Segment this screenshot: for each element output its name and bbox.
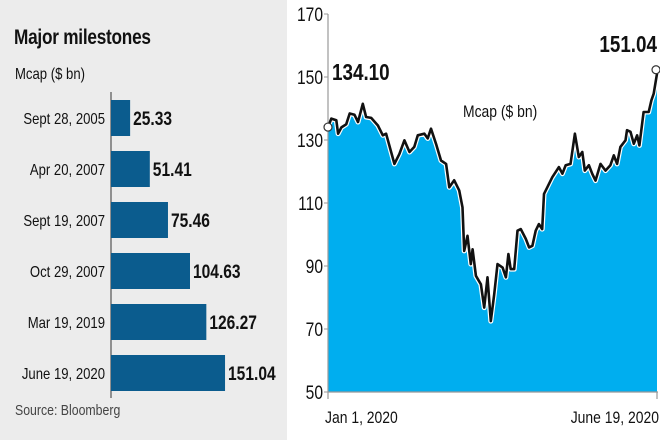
bar (111, 202, 168, 238)
x-tick-label: Jan 1, 2020 (325, 409, 398, 428)
y-tick-label: 50 (306, 382, 323, 404)
mcap-line (326, 73, 659, 323)
bar (111, 100, 131, 136)
bar (111, 355, 226, 391)
bar (111, 253, 190, 289)
source-note: Source: Bloomberg (15, 402, 121, 419)
x-tick-label: June 19, 2020 (571, 409, 660, 428)
y-tick-label: 90 (306, 256, 323, 278)
end-value-annotation: 151.04 (599, 32, 657, 57)
y-tick-label: 150 (297, 67, 323, 89)
y-tick-label: 110 (298, 193, 323, 215)
bar-category-label: Oct 29, 2007 (30, 264, 105, 281)
bar (111, 304, 207, 340)
line-halo (325, 73, 660, 324)
series-label: Mcap ($ bn) (463, 103, 537, 122)
milestones-panel: Major milestones Mcap ($ bn) Sept 28, 20… (0, 0, 287, 440)
chart-subtitle: Mcap ($ bn) (15, 66, 86, 83)
area-fill (328, 73, 657, 392)
bar-value-label: 51.41 (153, 159, 192, 181)
y-tick-label: 170 (297, 4, 323, 26)
bar-category-label: June 19, 2020 (22, 366, 105, 383)
start-point-marker (323, 122, 333, 132)
bar-category-label: Mar 19, 2019 (28, 315, 105, 332)
bar-value-label: 104.63 (193, 261, 241, 283)
bar-value-label: 151.04 (228, 363, 276, 385)
bar-category-label: Sept 19, 2007 (23, 213, 105, 230)
bar-value-label: 75.46 (171, 210, 210, 232)
y-tick-label: 130 (297, 130, 323, 152)
start-value-annotation: 134.10 (332, 60, 390, 85)
bar-category-label: Apr 20, 2007 (30, 162, 105, 179)
bar-value-label: 25.33 (133, 108, 172, 130)
bar-value-label: 126.27 (209, 312, 257, 334)
end-point-marker (651, 65, 660, 75)
chart-title: Major milestones (14, 26, 151, 49)
y-tick-label: 70 (306, 319, 323, 341)
bar (111, 151, 150, 187)
milestones-bar-chart: Sept 28, 2005 25.33 Apr 20, 2007 51.41 Sept … (22, 92, 276, 398)
bar-category-label: Sept 28, 2005 (23, 111, 105, 128)
